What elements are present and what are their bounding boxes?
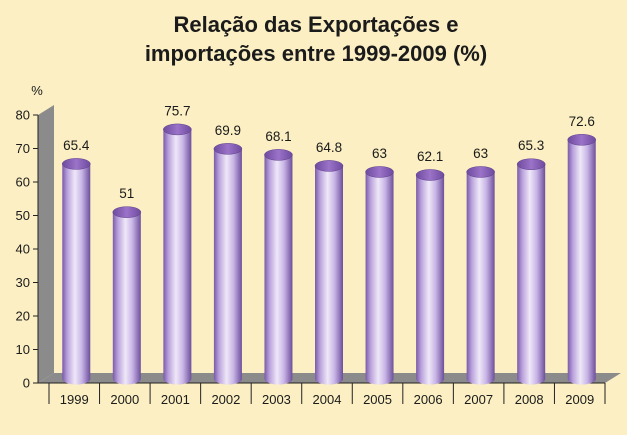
bar-top (213, 143, 243, 155)
y-tick-label: 0 (23, 376, 30, 391)
data-label: 51 (119, 186, 134, 201)
bar-body (365, 171, 394, 385)
y-tick-label: 70 (16, 141, 30, 156)
data-label: 69.9 (215, 123, 241, 138)
bar-2005 (365, 166, 394, 385)
bar-2002 (213, 143, 243, 385)
y-tick-label: 60 (16, 175, 30, 190)
chart-title-line-2: importações entre 1999-2009 (%) (145, 41, 487, 66)
x-tick-label: 2008 (515, 392, 544, 407)
bar-2003 (264, 149, 293, 385)
data-label: 63 (473, 146, 488, 161)
bar-top (314, 160, 344, 172)
data-label: 62.1 (417, 149, 443, 164)
bar-2004 (314, 160, 344, 385)
x-tick-label: 2001 (161, 392, 190, 407)
x-tick-label: 2003 (262, 392, 291, 407)
data-label: 75.7 (164, 103, 190, 118)
y-axis-unit-label: % (31, 83, 43, 98)
bar-top (415, 169, 445, 181)
bar-body (517, 164, 546, 385)
data-label: 65.3 (518, 138, 544, 153)
y-axis-wall (38, 105, 54, 383)
bar-top (466, 166, 495, 178)
bar-top (264, 149, 293, 161)
data-label: 63 (372, 146, 387, 161)
x-tick-label: 2006 (414, 392, 443, 407)
bars (62, 123, 596, 385)
y-tick-label: 10 (16, 342, 30, 357)
chart-title-line-1: Relação das Exportações e (174, 12, 459, 37)
y-tick-label: 40 (16, 242, 30, 257)
bar-1999 (62, 158, 91, 385)
bar-body (62, 163, 91, 385)
bar-top (516, 158, 546, 170)
bar-2008 (516, 158, 546, 385)
bar-top (365, 166, 394, 178)
x-tick-label: 2005 (363, 392, 392, 407)
x-tick-label: 2004 (313, 392, 342, 407)
y-tick-label: 20 (16, 309, 30, 324)
bar-body (163, 129, 192, 385)
bar-body (112, 212, 141, 385)
bar-2001 (163, 123, 192, 385)
bar-2009 (567, 134, 596, 385)
bar-top (62, 158, 91, 170)
x-tick-label: 2002 (211, 392, 240, 407)
x-tick-label: 2007 (464, 392, 493, 407)
x-tick-label: 2000 (110, 392, 139, 407)
bar-top (163, 123, 192, 136)
bar-top (567, 134, 596, 146)
labels: 65.4 1999 51 2000 75.7 2001 69.9 2002 68.1 2003 64… (60, 103, 595, 407)
y-tick-label: 30 (16, 275, 30, 290)
bar-2007 (466, 166, 495, 385)
bar-body (466, 171, 495, 385)
bar-body (416, 174, 445, 385)
bar-2000 (112, 206, 142, 385)
data-label: 72.6 (569, 114, 595, 129)
bar-top (112, 206, 142, 218)
data-label: 64.8 (316, 140, 342, 155)
data-label: 65.4 (63, 138, 90, 153)
y-tick-label: 50 (16, 208, 30, 223)
bar-body (264, 154, 293, 385)
bar-body (315, 165, 343, 385)
y-tick-label: 80 (16, 108, 30, 123)
bar-body (567, 139, 596, 385)
bar-2006 (415, 169, 445, 385)
data-label: 68.1 (265, 129, 291, 144)
x-tick-label: 1999 (60, 392, 89, 407)
bar-body (213, 148, 242, 385)
x-tick-label: 2009 (565, 392, 594, 407)
